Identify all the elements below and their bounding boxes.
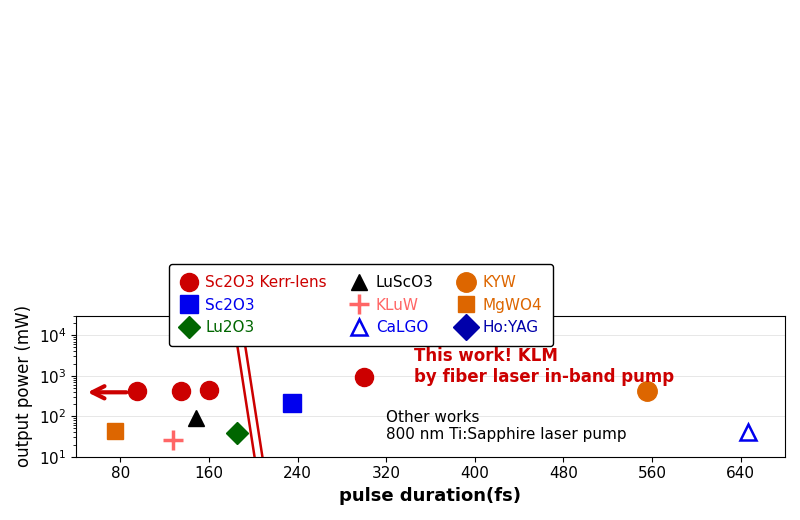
Legend: Sc2O3 Kerr-lens, Sc2O3, Lu2O3, LuScO3, KLuW, CaLGO, KYW, MgWO4, Ho:YAG: Sc2O3 Kerr-lens, Sc2O3, Lu2O3, LuScO3, K…	[169, 265, 553, 346]
Sc2O3 Kerr-lens	[359, 373, 369, 380]
Sc2O3 Kerr-lens	[204, 387, 214, 393]
Sc2O3 Kerr-lens	[176, 387, 186, 394]
Line: Sc2O3 Kerr-lens: Sc2O3 Kerr-lens	[128, 368, 373, 400]
X-axis label: pulse duration(fs): pulse duration(fs)	[339, 487, 522, 505]
Y-axis label: output power (mW): output power (mW)	[15, 305, 33, 467]
Text: This work! KLM
by fiber laser in-band pump: This work! KLM by fiber laser in-band pu…	[414, 347, 674, 386]
Text: Ho:YAG thin-disk  KLM: Ho:YAG thin-disk KLM	[326, 321, 494, 335]
Sc2O3 Kerr-lens	[132, 388, 142, 395]
Text: Other works
800 nm Ti:Sapphire laser pump: Other works 800 nm Ti:Sapphire laser pum…	[386, 410, 626, 442]
